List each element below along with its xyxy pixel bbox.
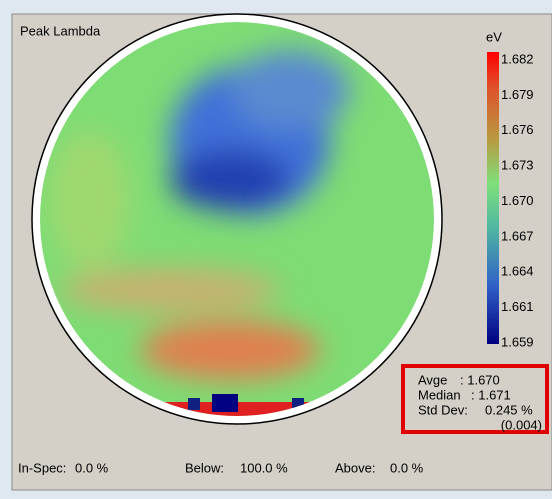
stat-label: Median bbox=[418, 387, 461, 402]
scale-label: 1.673 bbox=[501, 158, 534, 173]
scale-label: 1.670 bbox=[501, 193, 534, 208]
low-region bbox=[170, 150, 290, 210]
footer-value: 0.0 % bbox=[75, 460, 109, 475]
footer-label: In-Spec: bbox=[18, 460, 66, 475]
stat-label: Avge bbox=[418, 372, 447, 387]
scale-labels: 1.682 1.679 1.676 1.673 1.670 1.667 1.664 1.661… bbox=[501, 51, 534, 349]
screen: Peak Lambda eV 1.682 1.679 1.676 1.673 1.670… bbox=[0, 0, 552, 499]
scale-label: 1.682 bbox=[501, 51, 534, 66]
scale-label: 1.664 bbox=[501, 264, 534, 279]
scale-label: 1.679 bbox=[501, 87, 534, 102]
stat-value: : 1.670 bbox=[460, 372, 500, 387]
scale-label: 1.667 bbox=[501, 228, 534, 243]
panel-title: Peak Lambda bbox=[20, 23, 101, 38]
scale-label: 1.659 bbox=[501, 334, 534, 349]
edge-spot bbox=[188, 398, 200, 410]
stat-value: : 1.671 bbox=[471, 387, 511, 402]
high-region bbox=[140, 320, 320, 380]
footer-value: 0.0 % bbox=[390, 460, 424, 475]
stat-extra: (0.004) bbox=[501, 417, 542, 432]
color-bar bbox=[487, 52, 499, 344]
high-region bbox=[60, 268, 280, 312]
mid-region bbox=[50, 130, 130, 270]
stat-value: 0.245 % bbox=[485, 402, 533, 417]
stat-label: Std Dev: bbox=[418, 402, 468, 417]
scale-label: 1.661 bbox=[501, 299, 534, 314]
footer-label: Below: bbox=[185, 460, 224, 475]
edge-spot bbox=[212, 394, 238, 412]
footer-value: 100.0 % bbox=[240, 460, 288, 475]
scale-unit: eV bbox=[486, 29, 502, 44]
page: Peak Lambda eV 1.682 1.679 1.676 1.673 1.670… bbox=[0, 0, 552, 499]
low-region bbox=[230, 50, 350, 130]
scale-label: 1.676 bbox=[501, 122, 534, 137]
footer-label: Above: bbox=[335, 460, 375, 475]
